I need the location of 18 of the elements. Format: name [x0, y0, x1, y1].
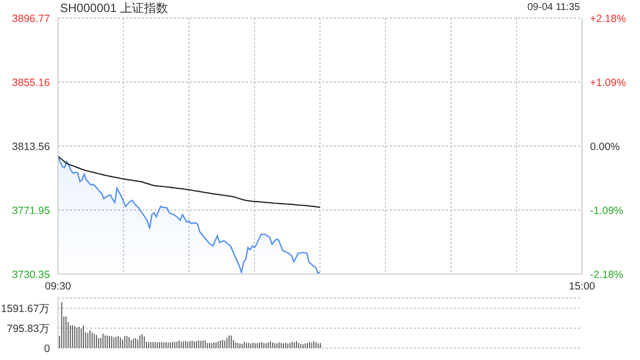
x-tick-label: 09:30 [44, 280, 72, 292]
y2-tick-label: -1.09% [590, 205, 624, 217]
y-tick-label: 3771.95 [12, 205, 50, 218]
y-tick-label: 3730.35 [12, 269, 50, 281]
line-series [57, 156, 321, 208]
y-tick-label: 3855.16 [12, 77, 50, 90]
y-tick-label: 1591.67万 [1, 303, 50, 316]
text: 09-04 11:35 [527, 2, 580, 13]
y-tick-label: 3813.56 [12, 141, 50, 153]
y2-tick-label: +1.09% [590, 77, 626, 89]
y2-tick-label: +2.18% [590, 13, 626, 25]
y2-tick-label: -2.18% [590, 269, 624, 281]
y-tick-label: 0 [44, 343, 50, 355]
x-tick-label: 15:00 [568, 280, 596, 292]
y-tick-label: 795.83万 [6, 323, 50, 336]
chart-title: SH000001 上证指数 [60, 0, 168, 17]
y-tick-label: 3896.77 [12, 13, 50, 25]
y2-tick-label: 0.00% [590, 141, 620, 153]
